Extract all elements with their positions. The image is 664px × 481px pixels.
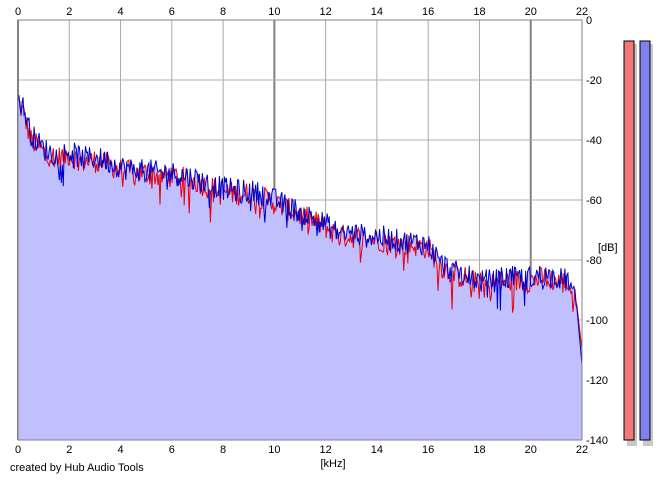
- y-tick-label: -140: [586, 435, 608, 447]
- x-tick-label-top: 2: [66, 6, 72, 18]
- level-meter-bar: [639, 40, 651, 441]
- x-tick-label-top: 16: [422, 6, 434, 18]
- x-tick-label-top: 6: [169, 6, 175, 18]
- level-meter-bar: [623, 40, 635, 441]
- x-tick-label-bottom: 4: [117, 444, 123, 456]
- x-tick-label-top: 14: [371, 6, 383, 18]
- y-tick-label: -20: [586, 75, 602, 87]
- x-tick-label-bottom: 6: [169, 444, 175, 456]
- x-tick-label-bottom: 22: [576, 444, 588, 456]
- plot-frame: [17, 19, 583, 441]
- x-tick-label-top: 8: [220, 6, 226, 18]
- y-tick-label: -120: [586, 375, 608, 387]
- x-axis-top-ticks: 0 2 4 6 8 10 12 14 16 18 20 22: [15, 6, 588, 18]
- x-tick-label-top: 4: [117, 6, 123, 18]
- x-tick-label-top: 0: [15, 6, 21, 18]
- y-tick-label: -80: [586, 255, 602, 267]
- x-tick-label-bottom: 0: [15, 444, 21, 456]
- y-tick-label: 0: [586, 15, 592, 27]
- x-axis-label: [kHz]: [320, 458, 345, 470]
- x-tick-label-top: 20: [525, 6, 537, 18]
- x-tick-label-top: 12: [320, 6, 332, 18]
- x-tick-label-top: 18: [473, 6, 485, 18]
- x-tick-label-bottom: 18: [473, 444, 485, 456]
- x-tick-label-bottom: 10: [268, 444, 280, 456]
- y-tick-label: -60: [586, 195, 602, 207]
- x-tick-label-bottom: 16: [422, 444, 434, 456]
- credit-text: created by Hub Audio Tools: [10, 462, 144, 474]
- x-tick-label-top: 10: [268, 6, 280, 18]
- x-axis-bottom-ticks: 0 2 4 6 8 10 12 14 16 18 20 22: [15, 444, 588, 456]
- x-tick-label-bottom: 20: [525, 444, 537, 456]
- y-tick-label: -40: [586, 135, 602, 147]
- spectrum-line-series-2: [17, 95, 583, 366]
- x-tick-label-bottom: 2: [66, 444, 72, 456]
- x-tick-label-bottom: 14: [371, 444, 383, 456]
- x-tick-label-top: 22: [576, 6, 588, 18]
- y-axis-ticks: 0 -20 -40 -60 -80 -100 -120 -140: [586, 15, 608, 447]
- x-tick-label-bottom: 8: [220, 444, 226, 456]
- y-tick-label: -100: [586, 315, 608, 327]
- level-meters: [623, 40, 653, 446]
- x-tick-label-bottom: 12: [320, 444, 332, 456]
- y-axis-label: [dB]: [598, 242, 618, 254]
- spectrum-series: [17, 95, 583, 366]
